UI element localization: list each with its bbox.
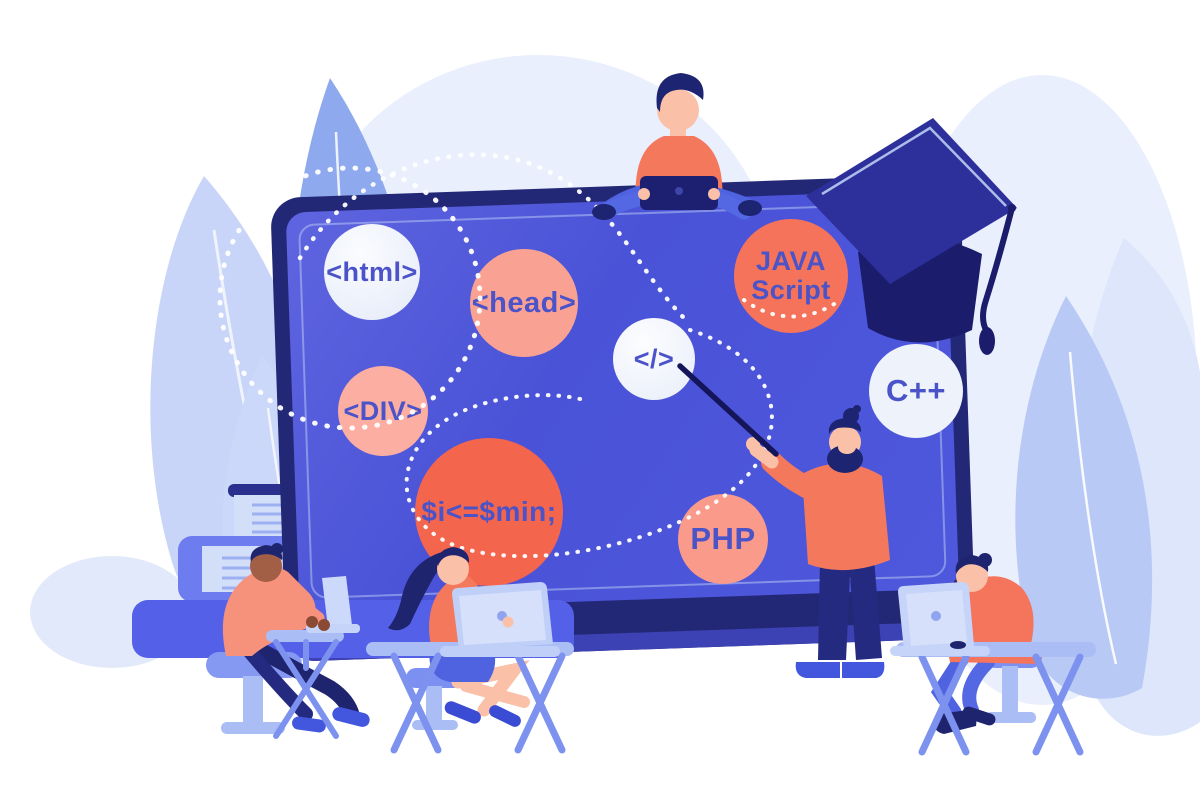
code-bubble-label: $i<=$min; xyxy=(421,496,557,527)
code-bubble-php: PHP xyxy=(678,494,768,584)
code-bubble-javascript: JAVA Script xyxy=(734,219,848,333)
code-bubble-label: <DIV> xyxy=(343,395,423,426)
stool xyxy=(984,646,1042,668)
code-bubble-code-tag: </> xyxy=(613,318,695,400)
code-bubble-cpp: C++ xyxy=(869,344,963,438)
code-bubble-html: <html> xyxy=(324,224,420,320)
code-bubble-label: <head> xyxy=(471,286,577,319)
code-bubble-label: </> xyxy=(633,343,675,374)
code-bubble-loop-condition: $i<=$min; xyxy=(415,438,563,586)
code-bubble-div: <DIV> xyxy=(338,366,428,456)
face xyxy=(250,550,282,582)
stool xyxy=(406,668,464,688)
hair xyxy=(250,545,283,562)
hair xyxy=(656,73,704,112)
code-bubble-label: <html> xyxy=(326,256,418,287)
code-bubble-label: Script xyxy=(751,275,831,305)
code-bubble-label: JAVA xyxy=(755,246,826,276)
face xyxy=(657,89,699,131)
code-bubble-head: <head> xyxy=(470,249,578,357)
desk xyxy=(896,642,1096,657)
code-bubble-label: PHP xyxy=(690,521,756,556)
code-bubble-label: C++ xyxy=(885,373,947,408)
